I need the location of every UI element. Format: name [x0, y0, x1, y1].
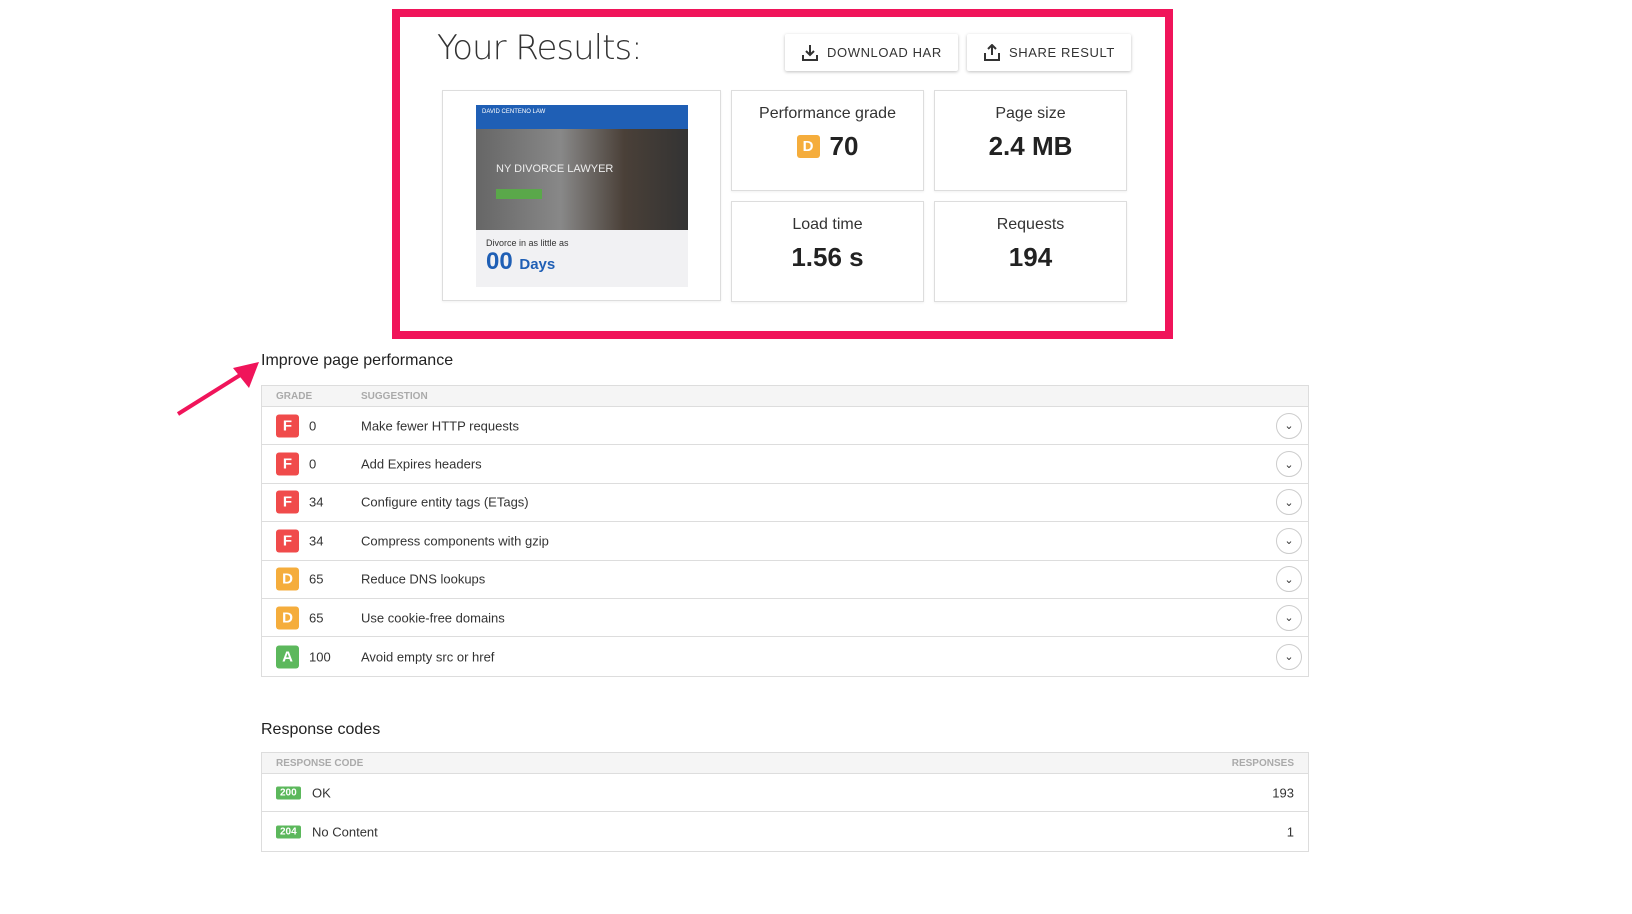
grade-score: 0: [309, 418, 317, 434]
thumb-tagline: Divorce in as little as: [486, 238, 569, 248]
grade-score: 65: [309, 610, 324, 626]
thumb-hero: NY DIVORCE LAWYER: [476, 129, 688, 230]
status-code-badge: 204: [276, 825, 301, 839]
highlight-box: [392, 9, 1173, 339]
suggestion-row[interactable]: D 65 Reduce DNS lookups ⌄: [262, 561, 1308, 599]
page-size-label: Page size: [995, 105, 1066, 122]
download-har-button[interactable]: DOWNLOAD HAR: [785, 34, 958, 71]
grade-badge: D: [276, 606, 299, 630]
download-har-label: DOWNLOAD HAR: [827, 45, 942, 60]
suggestion-text: Configure entity tags (ETags): [361, 494, 529, 510]
thumb-headline: NY DIVORCE LAWYER: [496, 163, 614, 175]
grade-badge: D: [796, 135, 820, 158]
chevron-down-icon[interactable]: ⌄: [1276, 604, 1302, 631]
response-codes-table: RESPONSE CODE RESPONSES 200 OK 193 204 No…: [261, 752, 1309, 852]
grade-badge: F: [276, 490, 299, 514]
chevron-down-icon[interactable]: ⌄: [1276, 643, 1302, 670]
response-codes-title: Response codes: [261, 721, 381, 738]
share-result-label: SHARE RESULT: [1009, 45, 1115, 60]
grade-badge: F: [276, 414, 299, 438]
grade-badge: D: [276, 567, 299, 591]
grade-score: 34: [309, 533, 324, 549]
col-response-code: RESPONSE CODE: [276, 758, 364, 769]
suggestion-row[interactable]: D 65 Use cookie-free domains ⌄: [262, 599, 1308, 638]
status-text: No Content: [312, 824, 378, 840]
page-size-value: 2.4 MB: [988, 131, 1073, 161]
suggestion-text: Make fewer HTTP requests: [361, 418, 519, 434]
page-title: Your Results:: [437, 28, 643, 68]
chevron-down-icon[interactable]: ⌄: [1276, 451, 1302, 478]
grade-score: 65: [309, 571, 324, 587]
performance-grade-label: Performance grade: [759, 105, 896, 122]
download-icon: [802, 44, 818, 61]
performance-table: GRADE SUGGESTION F 0 Make fewer HTTP requ…: [261, 385, 1309, 677]
suggestion-row[interactable]: F 0 Make fewer HTTP requests ⌄: [262, 407, 1308, 446]
performance-section-title: Improve page performance: [261, 352, 454, 369]
thumb-days-word: Days: [519, 256, 556, 273]
page-screenshot-thumbnail: DAVID CENTENO LAW NY DIVORCE LAWYER Divo…: [476, 105, 688, 287]
chevron-down-icon[interactable]: ⌄: [1276, 412, 1302, 439]
suggestion-text: Avoid empty src or href: [361, 649, 495, 665]
suggestion-text: Use cookie-free domains: [361, 610, 505, 626]
requests-value: 194: [1008, 242, 1053, 272]
grade-badge: F: [276, 452, 299, 476]
suggestion-row[interactable]: F 34 Compress components with gzip ⌄: [262, 522, 1308, 561]
performance-grade-value: 70: [829, 131, 859, 161]
status-code-badge: 200: [276, 786, 301, 800]
requests-card: Requests 194: [934, 201, 1127, 302]
grade-score: 34: [309, 494, 324, 510]
col-responses: RESPONSES: [1231, 758, 1294, 769]
suggestion-row[interactable]: F 0 Add Expires headers ⌄: [262, 445, 1308, 484]
response-row: 200 OK 193: [262, 774, 1308, 813]
col-suggestion: SUGGESTION: [361, 391, 428, 402]
share-icon: [984, 43, 1000, 61]
suggestion-row[interactable]: A 100 Avoid empty src or href ⌄: [262, 637, 1308, 675]
suggestion-text: Reduce DNS lookups: [361, 571, 486, 587]
chevron-down-icon[interactable]: ⌄: [1276, 489, 1302, 516]
arrow-annotation-icon: [176, 362, 259, 416]
performance-grade-card: Performance grade D 70: [731, 90, 924, 191]
response-row: 204 No Content 1: [262, 812, 1308, 850]
suggestion-row[interactable]: F 34 Configure entity tags (ETags) ⌄: [262, 484, 1308, 523]
chevron-down-icon[interactable]: ⌄: [1276, 527, 1302, 554]
col-grade: GRADE: [276, 391, 313, 402]
requests-label: Requests: [996, 216, 1065, 233]
response-count: 193: [1272, 785, 1294, 801]
load-time-card: Load time 1.56 s: [731, 201, 924, 302]
grade-badge: F: [276, 529, 299, 553]
load-time-label: Load time: [792, 216, 863, 233]
thumb-nav: DAVID CENTENO LAW: [476, 105, 688, 129]
page-size-card: Page size 2.4 MB: [934, 90, 1127, 191]
thumb-days-number: 00: [486, 248, 513, 275]
thumb-brand: DAVID CENTENO LAW: [482, 109, 546, 115]
share-result-button[interactable]: SHARE RESULT: [967, 34, 1131, 71]
response-count: 1: [1286, 824, 1294, 840]
chevron-down-icon[interactable]: ⌄: [1276, 566, 1302, 593]
grade-score: 100: [309, 649, 331, 665]
status-text: OK: [312, 785, 331, 801]
grade-badge: A: [276, 645, 299, 669]
suggestion-text: Compress components with gzip: [361, 533, 549, 549]
load-time-value: 1.56 s: [791, 242, 864, 272]
grade-score: 0: [309, 456, 317, 472]
suggestion-text: Add Expires headers: [361, 456, 482, 472]
